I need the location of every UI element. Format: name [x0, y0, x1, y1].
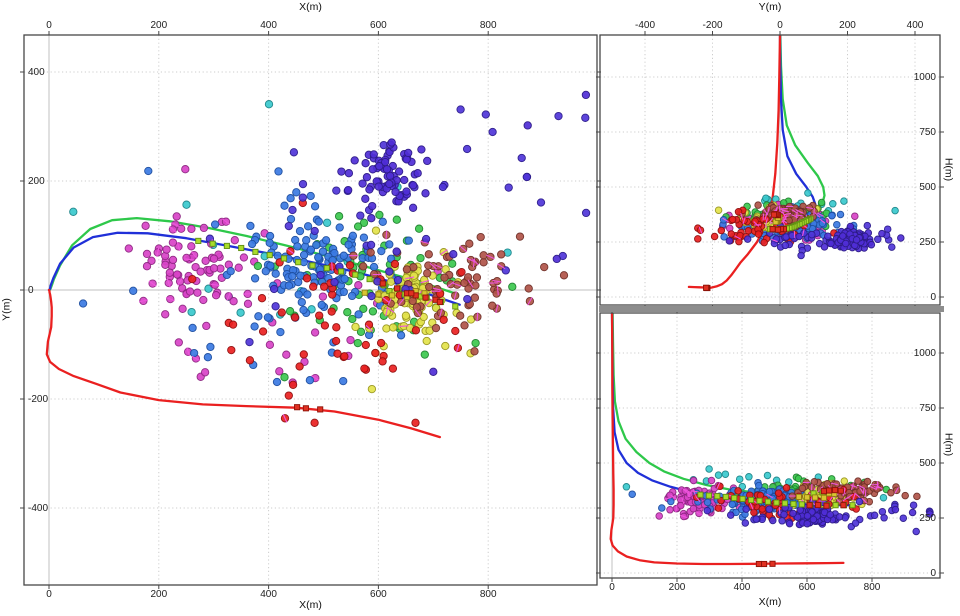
tick-marks [596, 31, 944, 309]
xh-bottom-axis-title: X(m) [758, 596, 782, 608]
green-track [776, 35, 826, 220]
xy-bottom-axis-title: X(m) [299, 599, 322, 611]
red-squares [294, 280, 443, 413]
yh-top-axis-title: Y(m) [758, 1, 782, 13]
tick-marks [596, 309, 944, 582]
xy-plot-canvas[interactable] [16, 27, 605, 593]
tick-marks [20, 31, 601, 589]
red-squares [703, 211, 788, 292]
red-track [45, 288, 442, 439]
xy-data-layer [24, 35, 597, 585]
yh-plot-canvas[interactable] [592, 27, 948, 313]
scatter-points-layer [69, 90, 591, 427]
green-track [611, 313, 856, 496]
panel-separator [599, 306, 944, 312]
xh-plot-canvas[interactable] [592, 305, 948, 586]
red-track [687, 35, 782, 290]
xh-data-layer [600, 313, 940, 578]
dash-marks-layer [138, 218, 533, 423]
xy-top-axis-title: X(m) [299, 1, 322, 13]
xy-left-axis-title: Y(m) [0, 298, 13, 321]
yh-data-layer [600, 35, 940, 305]
red-squares [755, 487, 847, 568]
